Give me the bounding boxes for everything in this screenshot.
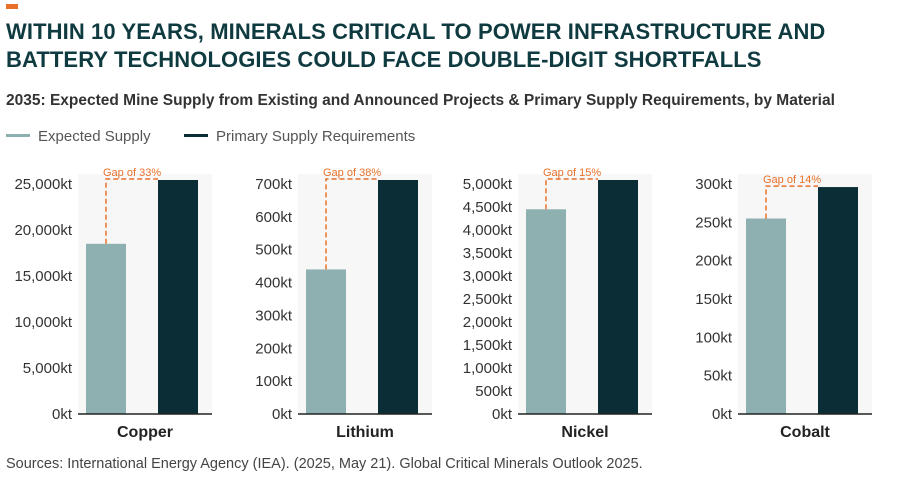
bar-expected-supply-lithium [306, 269, 346, 414]
y-tick-label: 5,000kt [23, 360, 73, 377]
y-tick-label: 15,000kt [14, 268, 72, 285]
y-tick-label: 250kt [695, 214, 733, 231]
chart-subtitle: 2035: Expected Mine Supply from Existing… [6, 92, 835, 109]
y-tick-label: 2,000kt [463, 314, 513, 331]
y-tick-label: 50kt [704, 368, 733, 385]
y-tick-label: 500kt [475, 383, 513, 400]
y-tick-label: 25,000kt [14, 176, 72, 193]
y-tick-label: 0kt [52, 406, 73, 423]
category-label-cobalt: Cobalt [780, 424, 830, 441]
panel-copper: 0kt 5,000kt 10,000kt 15,000kt 20,000kt 25,000… [14, 167, 212, 441]
y-tick-label: 1,000kt [463, 360, 513, 377]
gap-bracket-lithium [325, 178, 378, 270]
y-tick-label: 200kt [255, 340, 293, 357]
y-tick-label: 100kt [695, 329, 733, 346]
legend-label-primary-requirements: Primary Supply Requirements [216, 128, 416, 145]
y-tick-label: 5,000kt [463, 176, 513, 193]
gap-label-lithium: Gap of 38% [323, 167, 381, 179]
panel-nickel: 0kt 500kt 1,000kt 1,500kt 2,000kt 2,500kt 3,00… [463, 167, 652, 441]
y-tick-label: 0kt [272, 406, 293, 423]
bar-primary-requirements-copper [158, 180, 198, 414]
bar-expected-supply-copper [86, 243, 126, 414]
y-tick-label: 400kt [255, 275, 293, 292]
y-tick-label: 200kt [695, 253, 733, 270]
y-tick-label: 3,500kt [463, 245, 513, 262]
y-tick-label: 4,500kt [463, 199, 513, 216]
category-label-copper: Copper [117, 424, 173, 441]
y-tick-label: 150kt [695, 291, 733, 308]
y-tick-label: 3,000kt [463, 268, 513, 285]
legend-swatch-primary-requirements [184, 133, 208, 137]
y-tick-label: 4,000kt [463, 222, 513, 239]
gap-label-cobalt: Gap of 14% [763, 174, 821, 186]
y-tick-label: 500kt [255, 242, 293, 259]
legend-label-expected-supply: Expected Supply [38, 128, 151, 145]
y-tick-label: 1,500kt [463, 337, 513, 354]
gap-bracket-cobalt [765, 185, 818, 219]
legend-item-expected-supply: Expected Supply [6, 128, 151, 145]
panel-cobalt: 0kt 50kt 100kt 150kt 200kt 250kt 300kt Gap of 1… [695, 174, 872, 441]
bar-expected-supply-cobalt [746, 218, 786, 414]
y-tick-label: 600kt [255, 209, 293, 226]
gap-bracket-nickel [545, 178, 598, 210]
gap-label-copper: Gap of 33% [103, 167, 161, 179]
legend-item-primary-requirements: Primary Supply Requirements [184, 128, 415, 145]
y-tick-label: 2,500kt [463, 291, 513, 308]
y-tick-label: 20,000kt [14, 222, 72, 239]
gap-label-nickel: Gap of 15% [543, 167, 601, 179]
chart-title: WITHIN 10 YEARS, MINERALS CRITICAL TO PO… [6, 19, 826, 72]
category-label-nickel: Nickel [561, 424, 608, 441]
bar-primary-requirements-lithium [378, 180, 418, 414]
bar-primary-requirements-nickel [598, 180, 638, 414]
bar-expected-supply-nickel [526, 209, 566, 414]
legend-swatch-expected-supply [6, 133, 30, 137]
y-tick-label: 300kt [255, 307, 293, 324]
y-tick-label: 700kt [255, 176, 293, 193]
title-accent-bar [6, 4, 18, 9]
y-tick-label: 0kt [492, 406, 513, 423]
source-note: Sources: International Energy Agency (IE… [6, 456, 643, 472]
y-tick-label: 10,000kt [14, 314, 72, 331]
y-tick-label: 100kt [255, 373, 293, 390]
panel-lithium: 0kt 100kt 200kt 300kt 400kt 500kt 600kt 700kt Ga… [255, 167, 432, 441]
gap-bracket-copper [105, 178, 158, 244]
y-tick-label: 0kt [712, 406, 733, 423]
bar-primary-requirements-cobalt [818, 187, 858, 414]
y-tick-label: 300kt [695, 176, 733, 193]
category-label-lithium: Lithium [336, 424, 394, 441]
